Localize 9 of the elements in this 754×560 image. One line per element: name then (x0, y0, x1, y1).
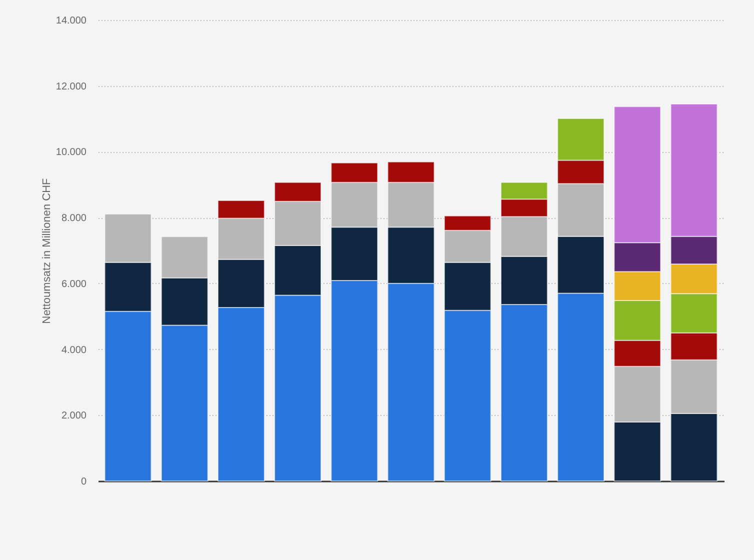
y-tick-label: 12.000 (56, 81, 87, 92)
y-tick-label: 2.000 (61, 410, 87, 422)
y-axis-title: Nettoumsatz in Millionen CHF (40, 178, 53, 324)
y-tick-label: 10.000 (56, 147, 87, 158)
y-tick-label: 8.000 (61, 213, 87, 224)
y-tick-label: 14.000 (56, 16, 87, 26)
y-tick-label: 6.000 (61, 278, 87, 290)
y-tick-label: 4.000 (61, 344, 87, 356)
y-tick-label: 0 (80, 476, 87, 488)
